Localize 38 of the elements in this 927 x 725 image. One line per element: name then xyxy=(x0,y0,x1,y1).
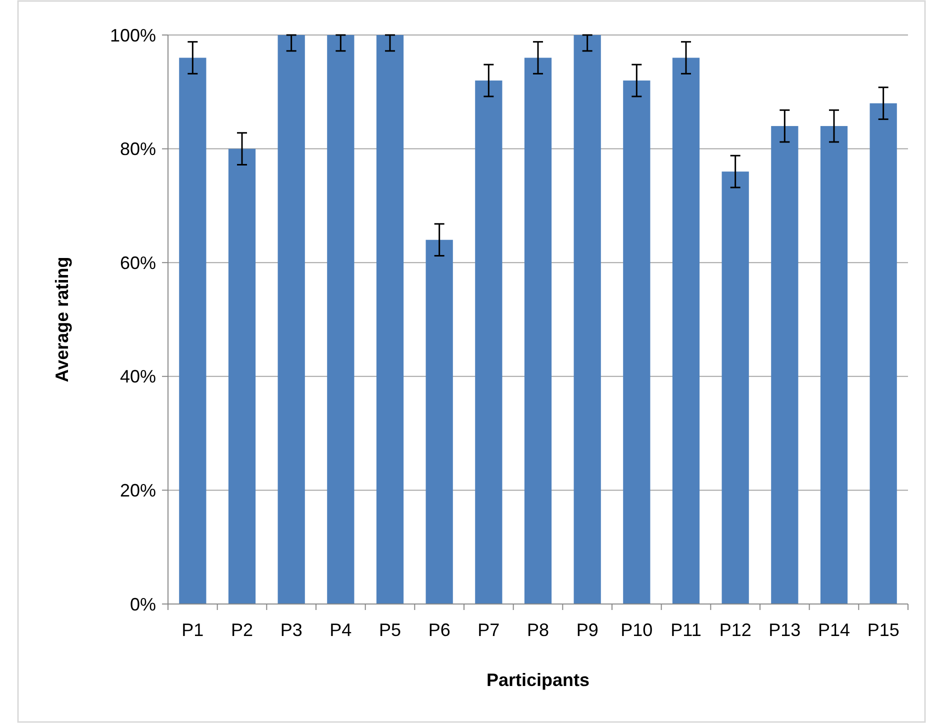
bar xyxy=(623,80,650,604)
x-tick-label: P15 xyxy=(867,620,900,640)
x-tick-label: P9 xyxy=(576,620,598,640)
x-axis-title: Participants xyxy=(486,670,590,690)
x-tick-label: P7 xyxy=(478,620,500,640)
bar xyxy=(179,58,206,604)
y-axis-title: Average rating xyxy=(52,256,72,382)
bar xyxy=(574,35,601,604)
bar xyxy=(524,58,552,604)
x-tick-label: P4 xyxy=(330,620,352,640)
bar xyxy=(228,148,256,604)
x-tick-label: P5 xyxy=(378,620,402,640)
y-tick-label: 40% xyxy=(120,366,156,387)
y-tick-label: 80% xyxy=(120,139,156,160)
x-tick-label: P13 xyxy=(768,620,801,640)
x-tick-label: P12 xyxy=(719,620,752,640)
bar xyxy=(672,58,700,604)
x-tick-label: P3 xyxy=(280,620,302,640)
x-tick-label: P10 xyxy=(620,620,653,640)
x-tick-label: P11 xyxy=(670,620,702,640)
bar xyxy=(722,172,749,604)
bar xyxy=(327,35,354,604)
bar xyxy=(870,103,897,604)
y-tick-label: 100% xyxy=(110,25,156,46)
y-tick-label: 60% xyxy=(120,252,156,273)
x-tick-label: P1 xyxy=(182,620,204,640)
x-tick-label: P2 xyxy=(230,620,254,640)
y-tick-label: 20% xyxy=(120,480,156,500)
bar xyxy=(771,126,798,604)
bar xyxy=(426,240,453,604)
x-tick-label: P8 xyxy=(526,620,550,640)
y-tick-label: 0% xyxy=(130,594,156,614)
bar xyxy=(475,80,502,604)
bar xyxy=(820,126,848,604)
bar xyxy=(278,35,305,604)
bar xyxy=(376,35,404,604)
x-tick-label: P6 xyxy=(428,620,450,640)
x-tick-label: P14 xyxy=(818,620,850,640)
